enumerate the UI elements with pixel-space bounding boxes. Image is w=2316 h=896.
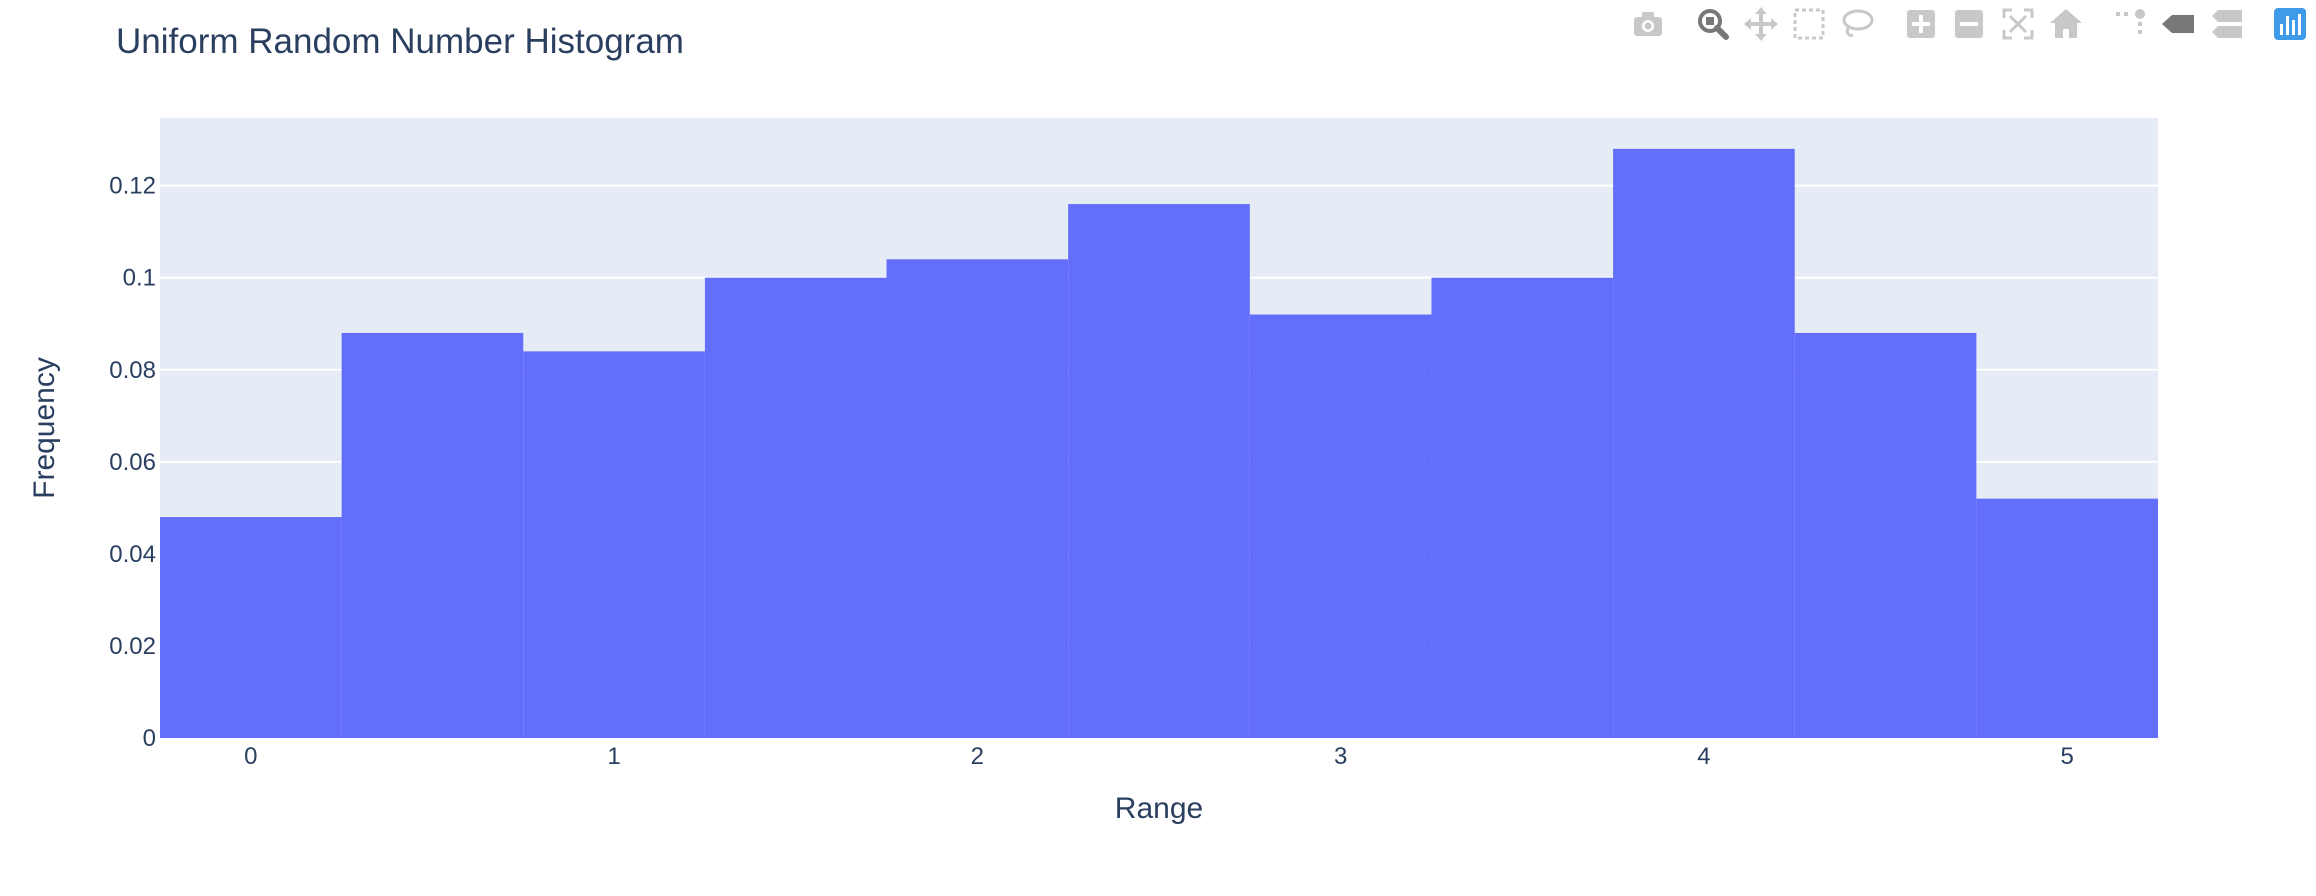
x-tick-label: 4: [1697, 743, 1710, 770]
histogram-bar[interactable]: [1794, 332, 1977, 738]
histogram-bar[interactable]: [1613, 148, 1795, 739]
plotly-logo-button[interactable]: [2270, 4, 2310, 44]
autoscale-icon: [1998, 4, 2038, 44]
x-axis-title: Range: [1115, 792, 1203, 825]
y-tick-label: 0.08: [109, 357, 156, 384]
bars: [160, 148, 2158, 739]
zoom-out-button[interactable]: [1949, 4, 1989, 44]
histogram-bar[interactable]: [1249, 314, 1432, 738]
autoscale-button[interactable]: [1998, 4, 2038, 44]
spike-lines-icon: [2110, 4, 2150, 44]
lasso-button[interactable]: [1837, 4, 1877, 44]
y-tick-label: 0: [143, 725, 156, 752]
x-tick-label: 0: [244, 743, 257, 770]
histogram-bar[interactable]: [1068, 204, 1250, 738]
modebar-toolbar: [1628, 4, 2316, 44]
zoom-icon: [1693, 4, 1733, 44]
histogram-bar[interactable]: [341, 332, 524, 738]
reset-axes-button[interactable]: [2046, 4, 2086, 44]
hover-closest-button[interactable]: [2158, 4, 2198, 44]
zoom-out-icon: [1949, 4, 1989, 44]
x-axis-ticks: 0 1 2 3 4 5: [244, 743, 2074, 770]
zoom-in-icon: [1901, 4, 1941, 44]
camera-icon: [1628, 4, 1668, 44]
histogram-bar[interactable]: [886, 259, 1069, 738]
y-tick-label: 0.1: [123, 265, 156, 292]
histogram-bar[interactable]: [1431, 277, 1614, 738]
y-axis-ticks: 0 0.02 0.04 0.06 0.08 0.1 0.12: [109, 173, 156, 752]
lasso-icon: [1837, 4, 1877, 44]
histogram-bar[interactable]: [1976, 498, 2158, 738]
x-tick-label: 5: [2061, 743, 2074, 770]
y-axis-title: Frequency: [28, 357, 61, 499]
pan-button[interactable]: [1741, 4, 1781, 44]
reset-axes-icon: [2046, 4, 2086, 44]
plotly-logo-icon: [2270, 4, 2310, 44]
hover-compare-button[interactable]: [2206, 4, 2246, 44]
camera-button[interactable]: [1628, 4, 1668, 44]
histogram-bar[interactable]: [523, 351, 705, 738]
zoom-in-button[interactable]: [1901, 4, 1941, 44]
histogram-bar[interactable]: [704, 277, 887, 738]
x-tick-label: 1: [607, 743, 620, 770]
x-tick-label: 2: [971, 743, 984, 770]
chart-title: Uniform Random Number Histogram: [116, 22, 684, 61]
pan-icon: [1741, 4, 1781, 44]
histogram-bar[interactable]: [160, 517, 342, 738]
x-tick-label: 3: [1334, 743, 1347, 770]
hover-compare-icon: [2206, 4, 2246, 44]
box-select-icon: [1789, 4, 1829, 44]
box-select-button[interactable]: [1789, 4, 1829, 44]
spike-lines-button[interactable]: [2110, 4, 2150, 44]
zoom-button[interactable]: [1693, 4, 1733, 44]
y-tick-label: 0.02: [109, 633, 156, 660]
y-tick-label: 0.06: [109, 449, 156, 476]
hover-closest-icon: [2158, 4, 2198, 44]
y-tick-label: 0.12: [109, 173, 156, 200]
y-tick-label: 0.04: [109, 541, 156, 568]
